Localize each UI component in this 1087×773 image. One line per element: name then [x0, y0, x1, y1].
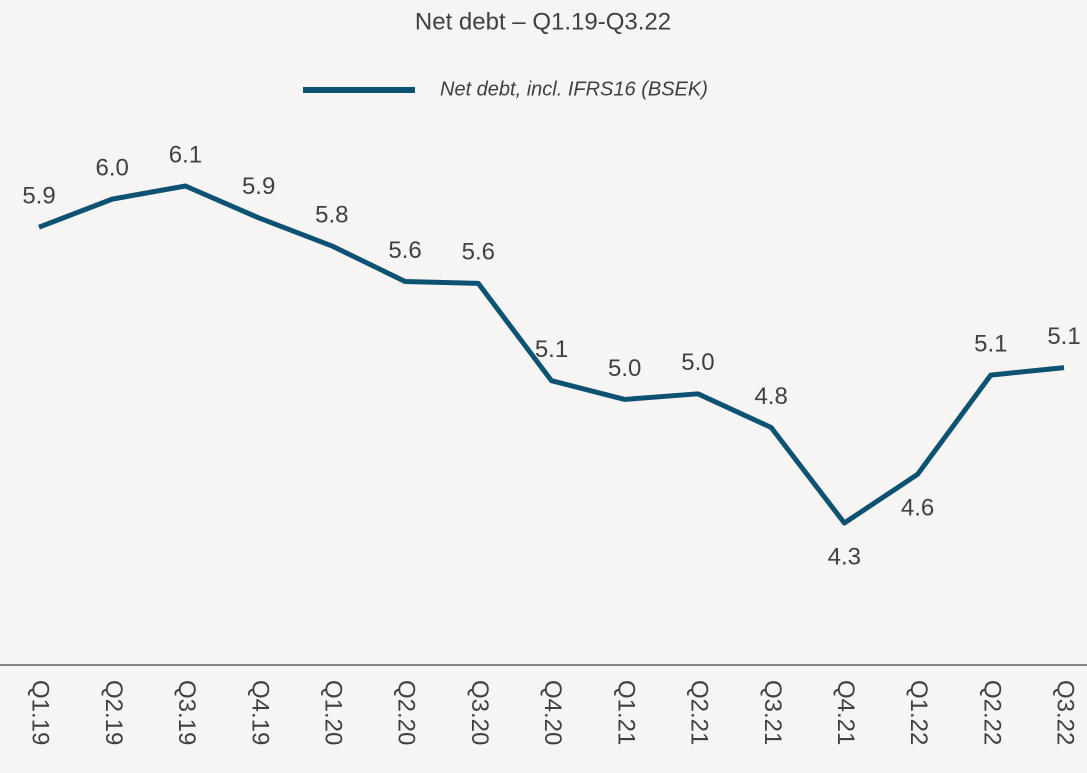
x-tick-label: Q3.21	[759, 680, 786, 745]
data-label: 6.1	[169, 141, 202, 168]
x-tick-label: Q4.21	[832, 680, 859, 745]
data-label: 5.1	[974, 330, 1007, 357]
x-tick-label: Q2.21	[686, 680, 713, 745]
data-label: 5.1	[535, 336, 568, 363]
line	[38, 183, 1065, 526]
data-label: 4.8	[754, 383, 787, 410]
x-tick-label: Q3.20	[466, 680, 493, 745]
x-tick-label: Q1.22	[905, 680, 932, 745]
x-tick-label: Q1.19	[27, 680, 54, 745]
x-tick-label: Q2.20	[393, 680, 420, 745]
x-tick-label: Q3.19	[173, 680, 200, 745]
data-label: 5.0	[681, 349, 714, 376]
data-label: 4.3	[828, 543, 861, 570]
x-tick-label: Q3.22	[1052, 680, 1079, 745]
x-tick-label: Q2.22	[978, 680, 1005, 745]
data-label: 5.6	[388, 237, 421, 264]
data-label: 5.9	[242, 173, 275, 200]
data-label: 5.6	[462, 239, 495, 266]
data-label: 5.1	[1047, 323, 1080, 350]
chart-title: Net debt – Q1.19-Q3.22	[415, 8, 671, 35]
data-label: 5.9	[22, 183, 55, 210]
data-label: 6.0	[96, 154, 129, 181]
x-tick-label: Q2.19	[100, 680, 127, 745]
data-label: 5.8	[315, 201, 348, 228]
x-tick-label: Q4.20	[539, 680, 566, 745]
data-label: 4.6	[901, 495, 934, 522]
x-tick-label: Q1.20	[320, 680, 347, 745]
data-label: 5.0	[608, 355, 641, 382]
x-tick-label: Q4.19	[246, 680, 273, 745]
legend-label: Net debt, incl. IFRS16 (BSEK)	[440, 78, 708, 100]
x-tick-label: Q1.21	[612, 680, 639, 745]
